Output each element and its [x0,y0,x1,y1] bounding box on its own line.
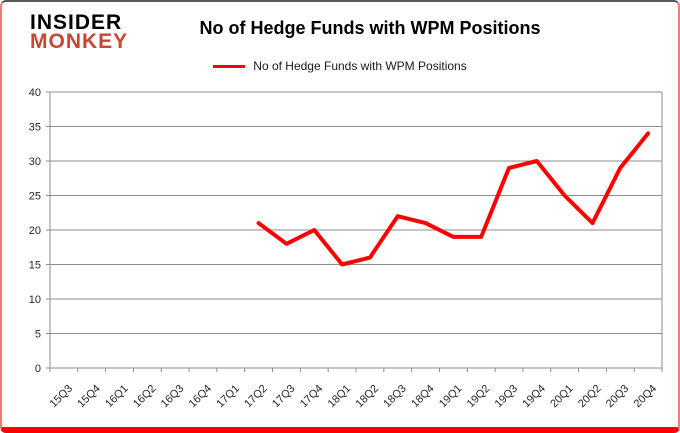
svg-text:35: 35 [29,122,41,134]
svg-text:19Q2: 19Q2 [465,383,493,411]
svg-text:16Q1: 16Q1 [103,383,131,411]
svg-text:20Q4: 20Q4 [632,383,660,411]
svg-text:30: 30 [29,156,41,168]
svg-text:16Q2: 16Q2 [131,383,159,411]
svg-text:25: 25 [29,191,41,203]
svg-text:19Q4: 19Q4 [520,383,548,411]
svg-text:40: 40 [29,87,41,99]
svg-text:20: 20 [29,225,41,237]
legend-label: No of Hedge Funds with WPM Positions [253,59,467,73]
svg-text:17Q3: 17Q3 [270,383,298,411]
svg-text:17Q2: 17Q2 [242,383,270,411]
svg-text:5: 5 [35,329,41,341]
y-axis-labels: 0 5 10 15 20 25 30 35 40 [29,87,41,375]
insider-monkey-logo: INSIDER MONKEY [30,12,128,52]
series-line [256,131,651,267]
svg-text:19Q3: 19Q3 [493,383,521,411]
page-title: No of Hedge Funds with WPM Positions [199,18,541,38]
svg-text:17Q4: 17Q4 [298,383,326,411]
gridlines [50,91,662,369]
svg-text:18Q4: 18Q4 [409,383,437,411]
svg-text:18Q3: 18Q3 [381,383,409,411]
svg-text:19Q1: 19Q1 [437,383,465,411]
svg-text:16Q4: 16Q4 [187,383,215,411]
chart-legend: No of Hedge Funds with WPM Positions [2,59,678,73]
svg-text:16Q3: 16Q3 [159,383,187,411]
logo-line-monkey: MONKEY [30,30,129,53]
svg-text:15: 15 [29,260,41,272]
legend-line-swatch [213,64,246,68]
x-axis-labels: 15Q3 15Q4 16Q1 16Q2 16Q3 16Q4 17Q1 17Q2 17Q3 17Q4… [48,383,660,411]
svg-text:20Q1: 20Q1 [548,383,576,411]
svg-text:0: 0 [35,363,41,375]
svg-text:15Q3: 15Q3 [48,383,76,411]
svg-text:15Q4: 15Q4 [75,383,103,411]
svg-text:20Q2: 20Q2 [576,383,604,411]
axes [46,91,663,372]
logo-line-insider: INSIDER [30,11,123,34]
svg-text:18Q1: 18Q1 [326,383,354,411]
svg-text:10: 10 [29,294,41,306]
svg-text:18Q2: 18Q2 [354,383,382,411]
svg-text:20Q3: 20Q3 [604,383,632,411]
svg-text:17Q1: 17Q1 [214,383,242,411]
